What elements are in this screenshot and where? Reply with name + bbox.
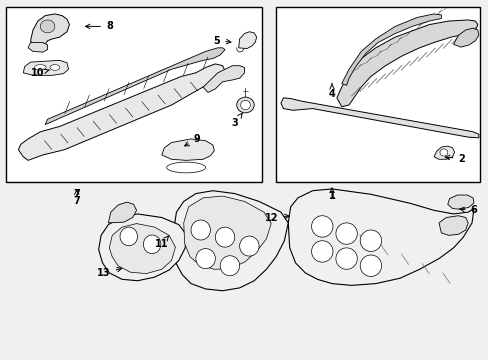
Ellipse shape xyxy=(50,64,60,70)
Polygon shape xyxy=(28,42,47,52)
Text: 13: 13 xyxy=(97,267,122,278)
Ellipse shape xyxy=(240,100,250,110)
Polygon shape xyxy=(341,14,441,85)
Polygon shape xyxy=(99,214,186,281)
Polygon shape xyxy=(281,98,478,138)
Ellipse shape xyxy=(360,255,381,276)
Text: 1: 1 xyxy=(328,188,335,201)
Ellipse shape xyxy=(236,97,254,113)
Ellipse shape xyxy=(360,230,381,251)
Text: 6: 6 xyxy=(459,205,476,215)
Polygon shape xyxy=(447,195,473,209)
Ellipse shape xyxy=(311,216,332,237)
Polygon shape xyxy=(109,224,175,274)
Ellipse shape xyxy=(239,236,259,256)
Polygon shape xyxy=(19,64,224,160)
Polygon shape xyxy=(433,146,454,159)
Polygon shape xyxy=(172,191,287,291)
Ellipse shape xyxy=(335,248,357,269)
Text: 7: 7 xyxy=(73,196,80,206)
Text: 5: 5 xyxy=(213,36,230,46)
Text: 2: 2 xyxy=(445,154,464,163)
Text: 12: 12 xyxy=(264,212,289,222)
Ellipse shape xyxy=(215,227,234,247)
Polygon shape xyxy=(108,202,136,223)
Text: 1: 1 xyxy=(328,191,335,201)
Text: 3: 3 xyxy=(231,113,242,128)
Ellipse shape xyxy=(166,162,205,173)
Polygon shape xyxy=(23,60,68,75)
Ellipse shape xyxy=(191,220,210,240)
Text: 10: 10 xyxy=(30,68,49,78)
Polygon shape xyxy=(453,28,478,47)
Polygon shape xyxy=(238,32,256,49)
Polygon shape xyxy=(183,196,271,269)
Polygon shape xyxy=(30,14,69,46)
Ellipse shape xyxy=(40,20,55,33)
Polygon shape xyxy=(203,66,244,93)
Ellipse shape xyxy=(335,223,357,244)
Polygon shape xyxy=(162,139,214,160)
Ellipse shape xyxy=(439,149,447,156)
Text: 11: 11 xyxy=(154,236,168,249)
Text: 7: 7 xyxy=(73,189,80,199)
Ellipse shape xyxy=(120,227,137,246)
Ellipse shape xyxy=(311,241,332,262)
Polygon shape xyxy=(336,20,477,107)
Text: 8: 8 xyxy=(85,21,113,31)
Polygon shape xyxy=(45,48,224,125)
Bar xyxy=(276,7,479,182)
Polygon shape xyxy=(438,216,467,235)
Polygon shape xyxy=(287,189,473,285)
Ellipse shape xyxy=(220,256,239,276)
Bar xyxy=(6,7,261,182)
Ellipse shape xyxy=(143,235,161,253)
Ellipse shape xyxy=(34,64,46,70)
Text: 9: 9 xyxy=(184,134,200,146)
Ellipse shape xyxy=(196,249,215,269)
Text: 4: 4 xyxy=(328,84,335,99)
